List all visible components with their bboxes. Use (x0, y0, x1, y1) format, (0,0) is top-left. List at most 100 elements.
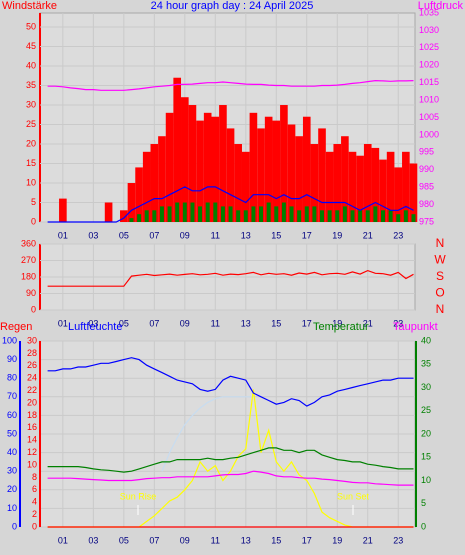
y-tick-label: 45 (26, 41, 36, 51)
y-tick-label: 20 (421, 428, 431, 438)
y-tick-label: 20 (26, 138, 36, 148)
y-tick-label: 35 (421, 359, 431, 369)
bar (342, 206, 347, 222)
y-tick-label: 40 (421, 335, 431, 345)
bar (396, 214, 401, 222)
bar (127, 183, 136, 222)
x-tick-label: 13 (241, 230, 251, 240)
y-tick-label: 10 (7, 503, 17, 513)
bar (365, 210, 370, 222)
line (47, 357, 414, 407)
bar (341, 136, 349, 222)
bar (142, 151, 151, 222)
x-tick-label: 15 (271, 318, 281, 328)
y-tick-label: 30 (7, 466, 17, 476)
y-tick-label: 1030 (419, 25, 439, 35)
x-tick-label: 17 (302, 230, 312, 240)
y-tick-label: 15 (26, 158, 36, 168)
bar (152, 210, 157, 222)
y-tick-label: 10 (27, 459, 37, 469)
y-tick-label: 15 (421, 452, 431, 462)
legend-label: Regen (0, 321, 32, 333)
y-tick-label: 1010 (419, 94, 439, 104)
bar (182, 202, 187, 222)
x-tick-label: 21 (363, 230, 373, 240)
y-tick-label: 14 (27, 435, 37, 445)
y-tick-label: 990 (419, 164, 434, 174)
bar (159, 206, 164, 222)
bar (335, 210, 340, 222)
y-tick-label: 0 (32, 521, 37, 531)
y-tick-label: 1000 (419, 129, 439, 139)
y-tick-label: 22 (27, 385, 37, 395)
bar (259, 206, 264, 222)
x-tick-label: 01 (58, 230, 68, 240)
y-tick-label: 26 (27, 360, 37, 370)
y-tick-label: 50 (7, 428, 17, 438)
y-tick-label: 5 (31, 197, 36, 207)
y-tick-label: 25 (421, 405, 431, 415)
bar (386, 151, 395, 222)
y-tick-label: 25 (26, 119, 36, 129)
bar (220, 206, 225, 222)
legend-label: Luftfeuchte (68, 321, 122, 333)
bar (249, 112, 258, 222)
y-tick-label: 24 (27, 373, 37, 383)
bar (234, 144, 242, 222)
bar (196, 120, 204, 222)
bar (137, 214, 142, 222)
y2-axis-title: Luftdruck (418, 0, 464, 12)
bar (158, 136, 166, 222)
bar (181, 97, 189, 222)
y-tick-label: 20 (27, 397, 37, 407)
y-tick-label: 1015 (419, 77, 439, 87)
bar (211, 116, 220, 222)
y-tick-label: 80 (7, 373, 17, 383)
bar (295, 136, 303, 222)
bar (281, 202, 286, 222)
x-tick-label: 23 (393, 535, 403, 545)
y-tick-label: 2 (32, 509, 37, 519)
bar (403, 210, 408, 222)
x-tick-label: 03 (88, 535, 98, 545)
y-tick-label: 1005 (419, 112, 439, 122)
y-tick-label: 0 (31, 304, 36, 314)
bar (198, 206, 203, 222)
y-tick-label: 995 (419, 147, 434, 157)
bar (266, 202, 271, 222)
bar (312, 206, 317, 222)
x-tick-label: 09 (180, 230, 190, 240)
bar (411, 214, 416, 222)
bar (373, 206, 378, 222)
bar (150, 144, 159, 222)
bar (165, 112, 174, 222)
y-tick-label: 60 (7, 410, 17, 420)
bar (363, 144, 372, 222)
x-tick-label: 03 (88, 230, 98, 240)
bar (104, 202, 113, 222)
y-tick-label: 0 (31, 216, 36, 226)
x-tick-label: 21 (363, 318, 373, 328)
bar (213, 202, 218, 222)
y-tick-label: 0 (12, 521, 17, 531)
bar (325, 151, 334, 222)
bar (274, 206, 279, 222)
annotation: Sun Rise (120, 491, 157, 501)
y-tick-label: 100 (2, 335, 17, 345)
y-tick-label: 8 (32, 472, 37, 482)
bar (304, 206, 309, 222)
bar (287, 124, 296, 222)
x-tick-label: 19 (332, 230, 342, 240)
x-tick-label: 03 (88, 318, 98, 328)
bar (280, 105, 288, 222)
x-tick-label: 13 (241, 318, 251, 328)
y-tick-label: 30 (421, 382, 431, 392)
y-tick-label: 40 (7, 447, 17, 457)
y-tick-label: 360 (21, 238, 36, 248)
bar (379, 159, 387, 222)
y-tick-label: 10 (421, 475, 431, 485)
x-tick-label: 07 (149, 318, 159, 328)
bar (297, 210, 302, 222)
line (47, 79, 414, 91)
x-tick-label: 19 (332, 535, 342, 545)
